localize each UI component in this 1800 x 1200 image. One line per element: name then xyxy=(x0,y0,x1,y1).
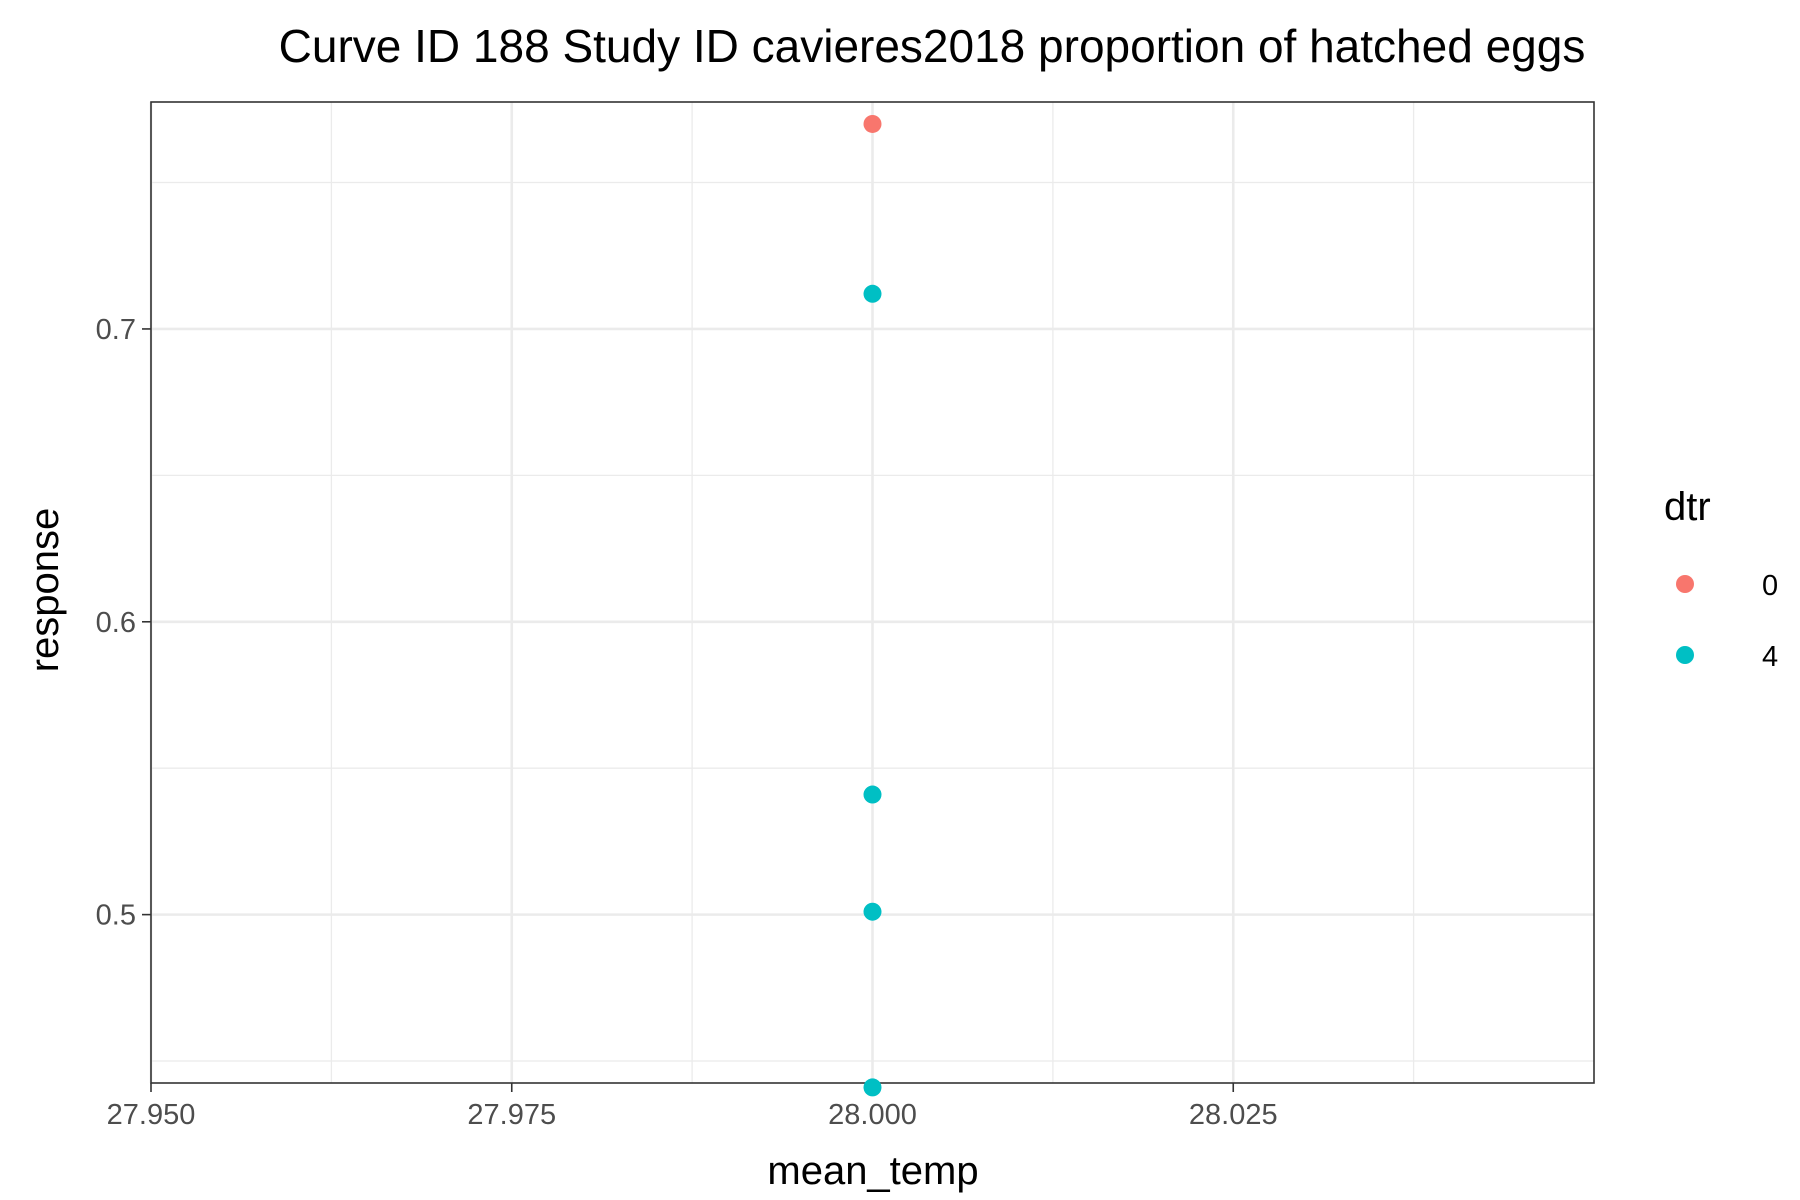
y-tick-label: 0.7 xyxy=(96,314,136,346)
x-tick-label: 28.025 xyxy=(1189,1099,1278,1131)
legend-label-4: 4 xyxy=(1762,641,1778,673)
x-axis-label: mean_temp xyxy=(767,1149,978,1193)
legend-label-0: 0 xyxy=(1762,570,1778,602)
legend-key-0 xyxy=(1676,575,1694,593)
x-tick-label: 27.950 xyxy=(107,1099,196,1131)
chart-title: Curve ID 188 Study ID cavieres2018 propo… xyxy=(279,20,1586,72)
y-axis-label: response xyxy=(23,508,67,673)
data-point-dtr-4 xyxy=(863,1078,882,1097)
data-points xyxy=(863,114,882,1097)
data-point-dtr-0 xyxy=(863,114,882,133)
x-tick-label: 28.000 xyxy=(828,1099,917,1131)
x-tick-label: 27.975 xyxy=(467,1099,556,1131)
axes: 27.950 27.975 28.000 28.025 0.5 0.6 0.7 xyxy=(96,314,1278,1131)
y-tick-label: 0.6 xyxy=(96,607,136,639)
data-point-dtr-4 xyxy=(863,902,882,921)
legend: dtr 0 4 xyxy=(1664,485,1778,673)
grid-lines xyxy=(149,102,1594,1083)
data-point-dtr-4 xyxy=(863,785,882,804)
legend-title: dtr xyxy=(1664,485,1711,529)
legend-key-4 xyxy=(1676,646,1694,664)
data-point-dtr-4 xyxy=(863,284,882,303)
y-tick-label: 0.5 xyxy=(96,900,136,932)
